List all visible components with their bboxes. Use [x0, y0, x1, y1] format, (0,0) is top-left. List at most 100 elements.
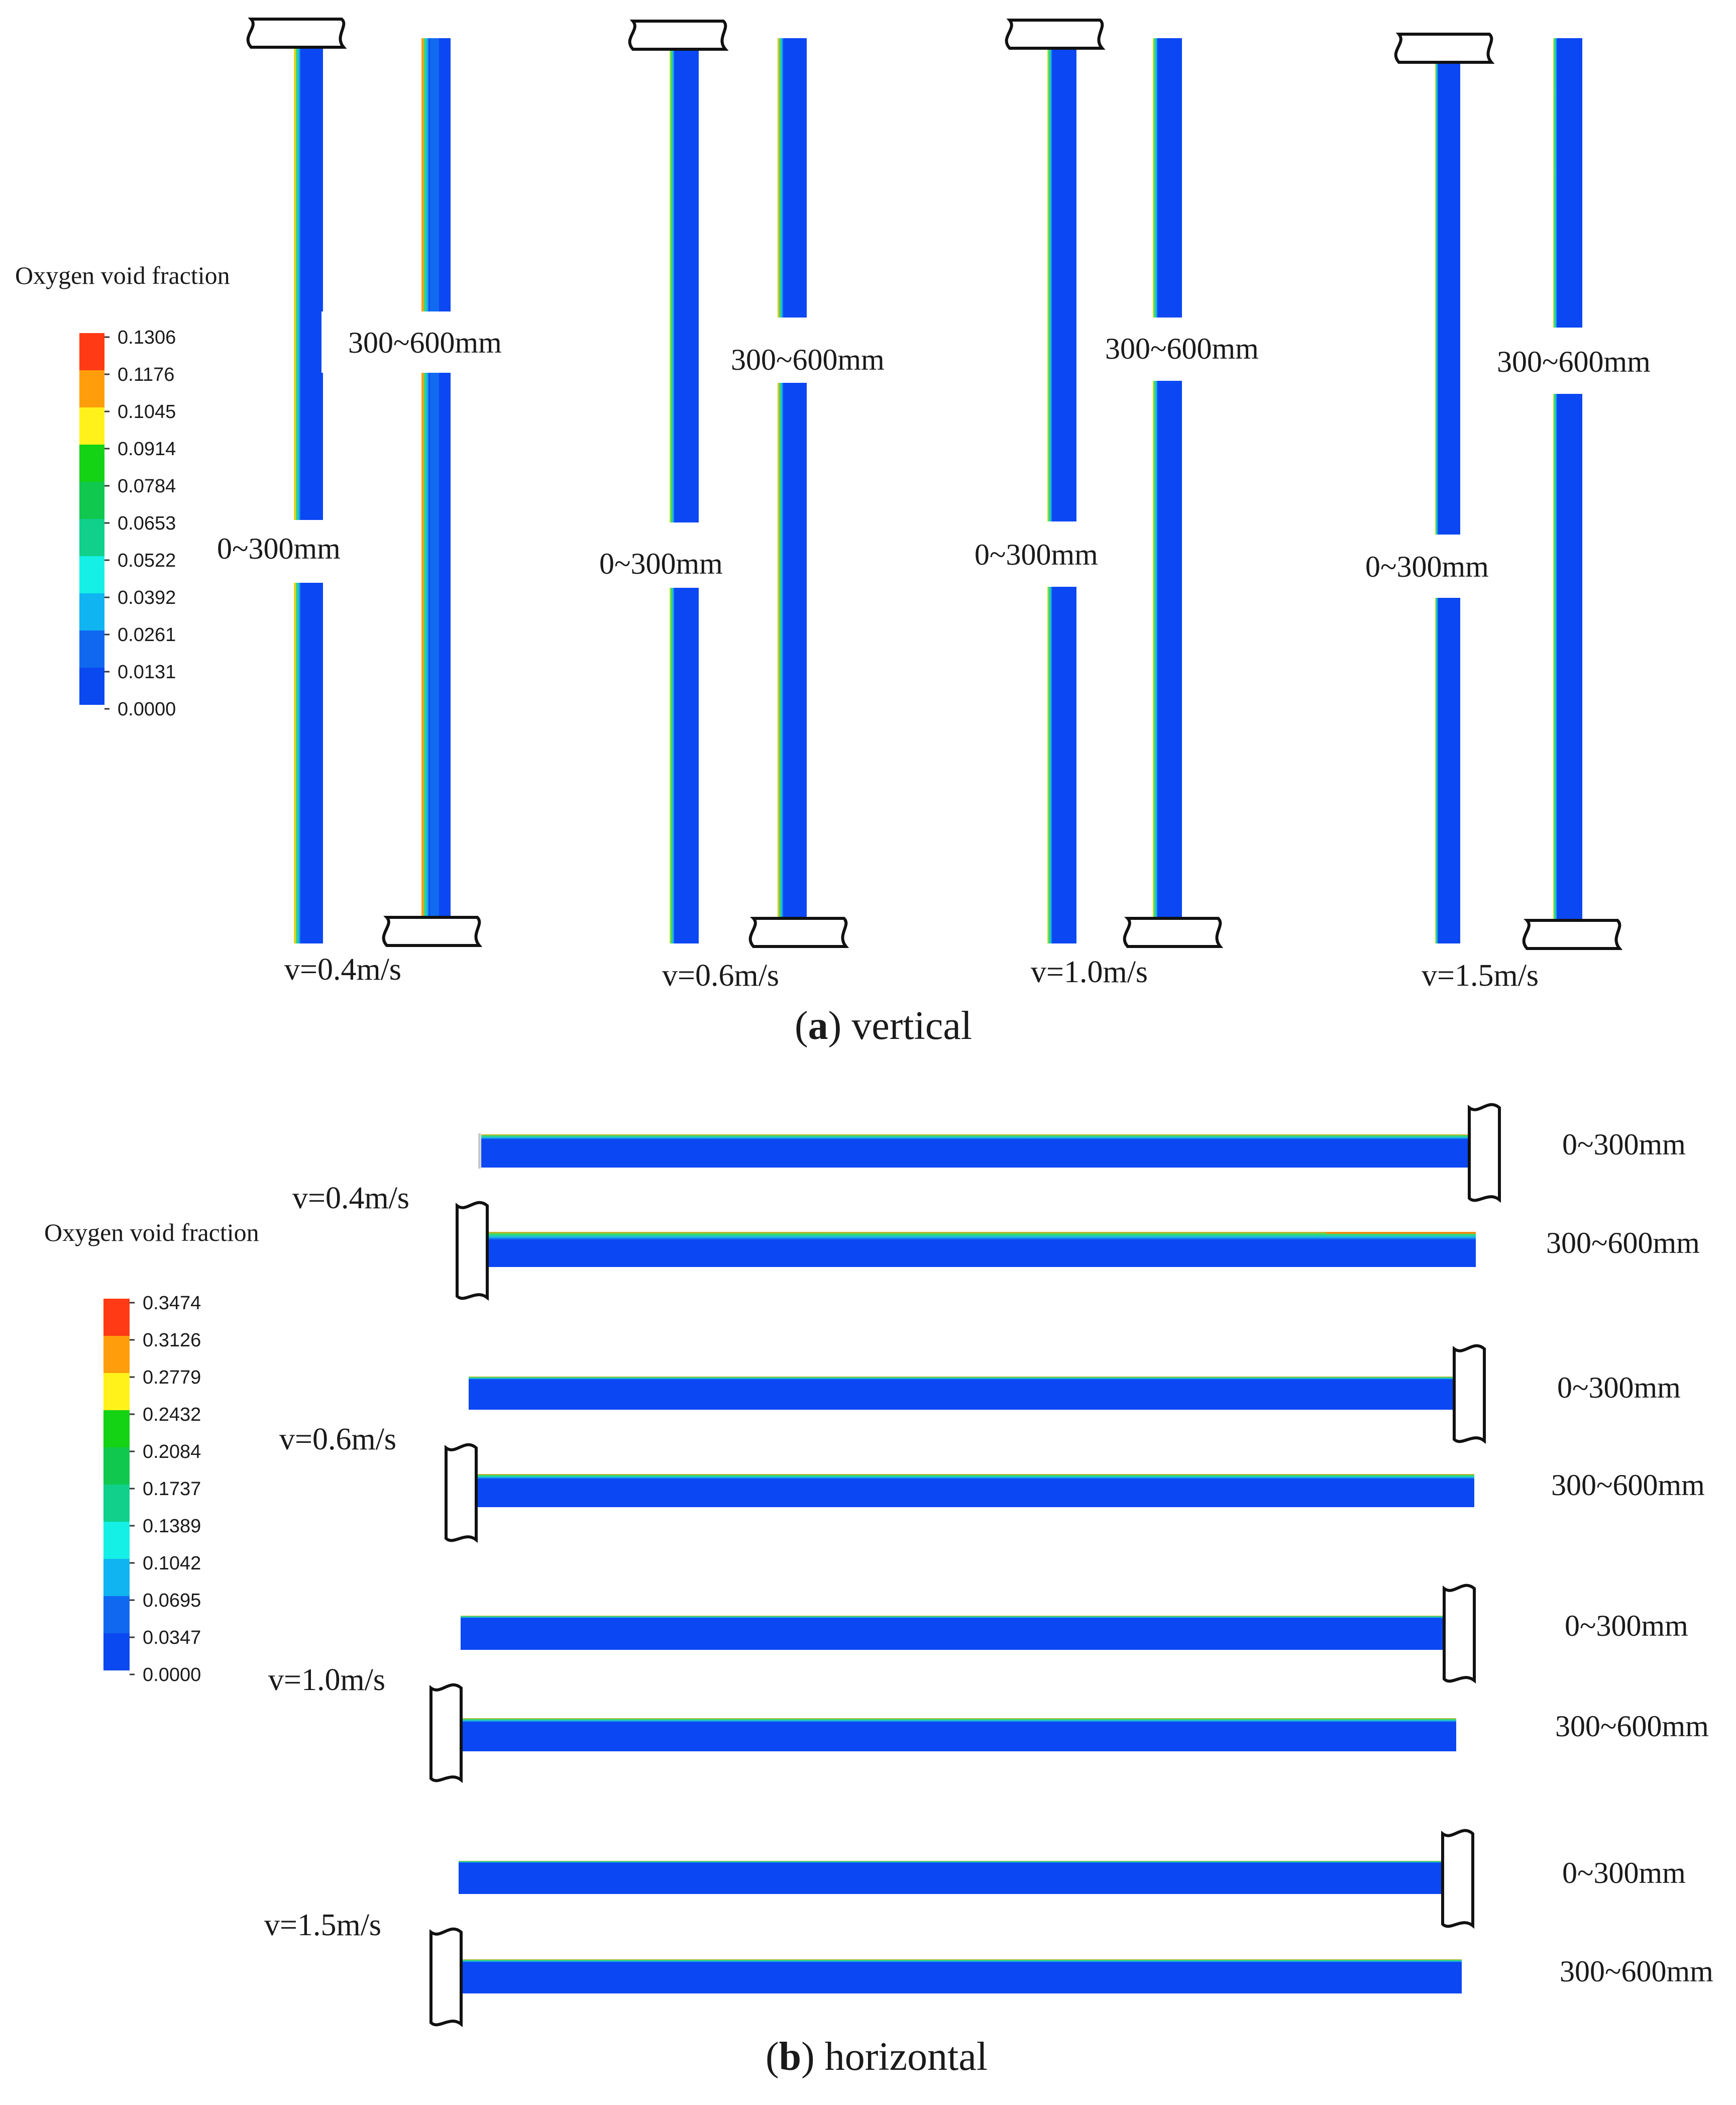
colorbar-swatch: [103, 1596, 130, 1633]
velocity-label: v=1.0m/s: [1031, 955, 1148, 989]
colorbar-swatch: [103, 1559, 130, 1596]
colorbar-swatch: [79, 668, 104, 705]
colorbar-swatch: [103, 1410, 130, 1447]
vertical-case-v10: 300~600mm 0~300mm v=1.0m/s: [974, 19, 1259, 989]
label-mask: [294, 520, 323, 583]
label-mask: [668, 522, 700, 588]
panel-vertical: Oxygen void fraction: [15, 18, 1651, 1048]
velocity-label: v=0.4m/s: [284, 953, 401, 987]
segment-label-lower: 0~300mm: [974, 538, 1098, 571]
label-mask: [1552, 328, 1585, 394]
colorbar-swatch: [79, 482, 104, 519]
pipe-segment-lower: [670, 40, 699, 943]
colorbar-label: 0.0000: [143, 1664, 201, 1686]
horizontal-case-v15: 0~300mm 300~600mm v=1.5m/s: [264, 1829, 1713, 2028]
colorbar-label: 0.0784: [118, 476, 176, 497]
segment-label-lower: 0~300mm: [1565, 1609, 1688, 1642]
caption-letter: b: [779, 2035, 802, 2079]
break-symbol-bottom: [1522, 919, 1623, 950]
caption-text: horizontal: [825, 2035, 988, 2079]
colorbar-label: 0.0000: [118, 699, 176, 720]
velocity-label: v=0.6m/s: [279, 1422, 396, 1456]
colorbar-swatch: [103, 1373, 130, 1410]
colorbar-label: 0.2432: [143, 1404, 201, 1425]
panel-horizontal: Oxygen void fraction: [44, 1103, 1713, 2079]
colorbar-swatch: [103, 1447, 130, 1485]
segment-label-upper: 300~600mm: [1560, 1955, 1713, 1988]
break-symbol-left: [429, 1683, 463, 1783]
colorbar-swatch: [103, 1633, 130, 1670]
pipe-segment-upper: [471, 1474, 1474, 1507]
break-symbol-top: [628, 20, 729, 51]
segment-label-upper: 300~600mm: [1105, 332, 1259, 365]
colorbar-ticks: [104, 336, 110, 710]
segment-label-upper: 300~600mm: [1497, 345, 1651, 378]
velocity-label: v=0.4m/s: [292, 1181, 409, 1215]
velocity-label: v=1.0m/s: [268, 1663, 385, 1697]
pipe-segment-upper: [778, 38, 807, 923]
pipe-segment-lower: [294, 40, 323, 943]
colorbar-swatch: [79, 556, 104, 593]
pipe-segment-upper: [460, 1718, 1456, 1751]
colorbar-vertical: [79, 333, 104, 705]
segment-label-lower: 0~300mm: [217, 532, 341, 565]
break-symbol-left: [445, 1443, 478, 1543]
colorbar-label: 0.2084: [143, 1441, 201, 1462]
colorbar-swatch: [103, 1336, 130, 1373]
caption-horizontal: (b) horizontal: [766, 2035, 988, 2079]
colorbar-swatch: [103, 1522, 130, 1559]
pipe-segment-lower: [469, 1377, 1459, 1410]
segment-label-upper: 300~600mm: [1546, 1226, 1700, 1259]
velocity-label: v=0.6m/s: [662, 959, 779, 993]
colorbar-label: 0.0695: [143, 1590, 201, 1611]
pipe-segment-lower: [478, 1133, 1471, 1169]
segment-label-lower: 0~300mm: [1365, 550, 1489, 583]
break-symbol-top: [246, 18, 347, 49]
colorbar-ticks: [130, 1302, 135, 1675]
colorbar-label: 0.1042: [143, 1553, 201, 1574]
pipe-segment-lower: [459, 1861, 1451, 1894]
colorbar-horizontal: [103, 1299, 130, 1670]
colorbar-label: 0.1389: [143, 1516, 201, 1537]
colorbar-label: 0.3474: [143, 1293, 201, 1314]
colorbar-swatch: [79, 407, 104, 445]
colorbar-swatch: [79, 519, 104, 556]
pipe-segment-upper: [1153, 38, 1182, 923]
pipe-segment-lower: [461, 1616, 1449, 1650]
caption-text: vertical: [851, 1004, 972, 1048]
segment-label-upper: 300~600mm: [1555, 1710, 1709, 1743]
label-mask: [1151, 318, 1184, 381]
legend-horizontal: Oxygen void fraction: [44, 1218, 259, 1686]
legend-title: Oxygen void fraction: [44, 1218, 259, 1246]
colorbar-label: 0.0347: [143, 1627, 201, 1648]
break-symbol-top: [1394, 33, 1495, 64]
colorbar-label: 0.0653: [118, 513, 176, 534]
break-symbol-right: [1453, 1344, 1486, 1444]
vertical-case-v15: 300~600mm 0~300mm v=1.5m/s: [1365, 33, 1651, 993]
colorbar-label: 0.0914: [118, 439, 176, 460]
horizontal-case-v10: 0~300mm 300~600mm v=1.0m/s: [268, 1584, 1709, 1783]
colorbar-label: 0.0392: [118, 587, 176, 608]
break-symbol-right: [1441, 1829, 1474, 1929]
label-mask: [776, 318, 809, 383]
colorbar-label: 0.1045: [118, 401, 176, 423]
colorbar-label: 0.1176: [118, 364, 174, 385]
break-symbol-left: [429, 1927, 463, 2028]
pipe-segment-upper: [459, 1959, 1462, 1993]
break-symbol-top: [1005, 19, 1106, 50]
legend-title: Oxygen void fraction: [15, 261, 230, 289]
break-symbol-bottom: [1123, 917, 1224, 948]
colorbar-swatch: [103, 1299, 130, 1336]
colorbar-label: 0.2779: [143, 1367, 201, 1388]
colorbar-label: 0.1737: [143, 1479, 201, 1500]
colorbar-swatch: [79, 370, 104, 407]
legend-vertical: Oxygen void fraction: [15, 261, 230, 720]
colorbar-label: 0.0261: [118, 624, 176, 646]
break-symbol-left: [456, 1201, 489, 1301]
vertical-case-v06: 300~600mm 0~300mm v=0.6m/s: [599, 20, 885, 993]
caption-vertical: (a) vertical: [795, 1004, 972, 1048]
label-mask: [321, 311, 457, 373]
segment-label-upper: 300~600mm: [731, 343, 885, 376]
pipe-segment-lower: [1435, 40, 1460, 943]
